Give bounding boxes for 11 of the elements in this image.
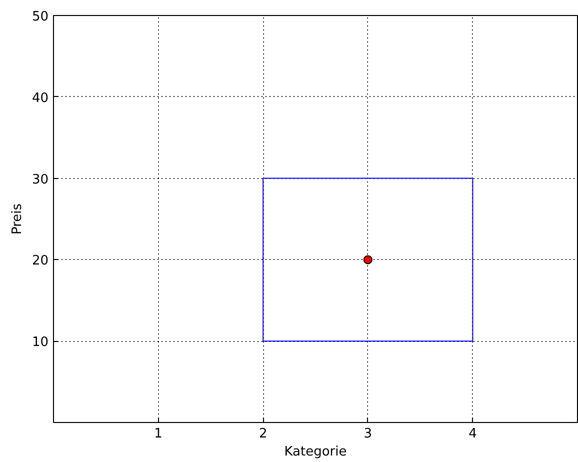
y-tick-label: 10 [32,335,49,350]
y-tick-label: 30 [32,172,49,188]
y-tick-label: 40 [32,90,49,106]
y-tick-label: 20 [32,254,49,269]
x-axis-title: Kategorie [284,444,347,460]
x-tick-label: 2 [258,426,268,442]
x-tick-label: 1 [154,426,162,442]
y-axis-title: Preis [10,203,25,235]
y-tick-label: 50 [32,10,49,24]
x-tick-label: 3 [364,426,372,442]
x-tick-label: 4 [468,426,477,442]
